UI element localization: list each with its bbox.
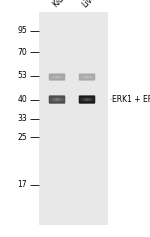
FancyBboxPatch shape [81,98,93,101]
Text: 40: 40 [17,95,27,104]
FancyBboxPatch shape [51,76,63,78]
FancyBboxPatch shape [83,76,91,78]
FancyBboxPatch shape [56,98,58,101]
Text: 53: 53 [17,71,27,80]
Bar [39,12,108,225]
FancyBboxPatch shape [49,73,65,81]
FancyBboxPatch shape [80,98,94,101]
Text: 17: 17 [17,180,27,189]
FancyBboxPatch shape [81,76,93,78]
FancyBboxPatch shape [53,98,61,101]
FancyBboxPatch shape [54,76,60,78]
Text: 95: 95 [17,26,27,35]
FancyBboxPatch shape [84,98,90,101]
FancyBboxPatch shape [79,95,95,104]
FancyBboxPatch shape [80,76,94,78]
FancyBboxPatch shape [51,98,63,101]
FancyBboxPatch shape [79,73,95,81]
FancyBboxPatch shape [56,76,58,78]
FancyBboxPatch shape [54,98,60,101]
FancyBboxPatch shape [84,76,90,78]
FancyBboxPatch shape [50,98,64,101]
FancyBboxPatch shape [83,98,91,101]
FancyBboxPatch shape [86,76,88,78]
Text: 25: 25 [17,133,27,142]
Text: ERK1 + ERK2: ERK1 + ERK2 [112,95,150,104]
Text: 33: 33 [17,114,27,123]
FancyBboxPatch shape [86,98,88,101]
FancyBboxPatch shape [50,76,64,78]
Text: Kidney: Kidney [51,0,75,9]
Text: Liver: Liver [81,0,100,9]
FancyBboxPatch shape [53,76,61,78]
Text: 70: 70 [17,48,27,57]
FancyBboxPatch shape [49,95,65,104]
